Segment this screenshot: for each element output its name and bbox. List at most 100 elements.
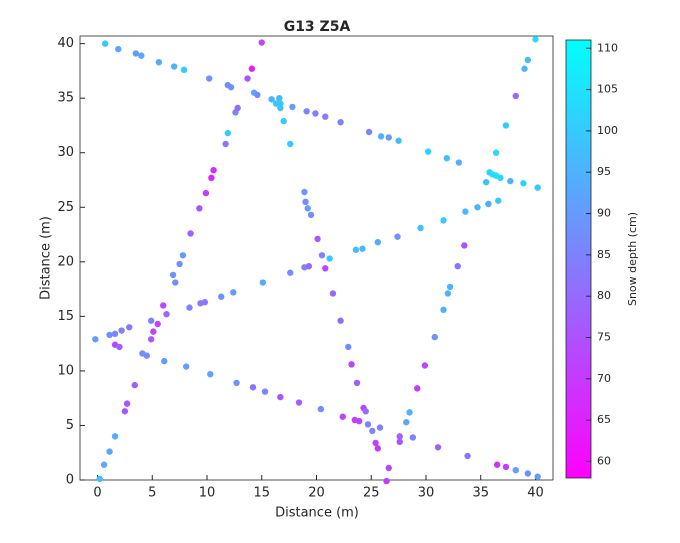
point	[230, 289, 237, 296]
point	[169, 271, 177, 279]
point	[534, 184, 541, 191]
point	[305, 262, 313, 270]
y-tick-label: 5	[66, 418, 74, 433]
point	[183, 363, 190, 370]
point	[414, 385, 421, 392]
point	[138, 52, 145, 59]
point	[403, 418, 410, 426]
point	[234, 104, 241, 112]
point	[116, 343, 123, 351]
point	[396, 438, 403, 446]
colorbar	[565, 39, 592, 479]
point	[474, 204, 481, 211]
point	[446, 283, 454, 291]
point	[483, 178, 490, 186]
point	[295, 399, 303, 406]
point	[224, 129, 232, 137]
point	[322, 265, 329, 272]
point	[147, 336, 155, 343]
point	[369, 427, 376, 435]
point	[287, 140, 294, 148]
x-tick-label: 10	[199, 486, 216, 501]
y-tick-label: 20	[57, 254, 74, 269]
point	[376, 424, 384, 431]
point	[406, 409, 413, 416]
x-tick-label: 30	[418, 486, 435, 501]
point	[248, 65, 256, 72]
point	[383, 477, 390, 485]
point	[512, 92, 519, 100]
point	[485, 200, 492, 208]
point	[147, 317, 155, 324]
point	[186, 304, 193, 311]
point	[132, 50, 140, 57]
point	[261, 388, 269, 395]
x-tick-label: 35	[472, 486, 489, 501]
point	[394, 233, 401, 240]
point	[440, 306, 447, 314]
point	[143, 352, 150, 359]
point	[374, 238, 382, 246]
point	[520, 180, 527, 187]
point	[444, 290, 452, 297]
point	[205, 75, 213, 82]
point	[100, 461, 108, 468]
point	[317, 405, 325, 413]
point	[287, 269, 294, 276]
point	[277, 104, 284, 112]
point	[268, 96, 275, 103]
x-tick-label: 5	[148, 486, 156, 501]
point	[434, 444, 442, 451]
point	[356, 417, 363, 425]
point	[493, 461, 501, 468]
point	[307, 211, 315, 219]
point	[314, 235, 321, 243]
point	[289, 103, 296, 111]
point	[254, 91, 261, 99]
point	[249, 384, 257, 391]
point	[339, 413, 346, 420]
point	[187, 230, 194, 237]
point	[326, 255, 333, 262]
x-tick-label: 0	[93, 486, 101, 501]
point	[359, 245, 366, 252]
point	[464, 452, 471, 460]
point	[534, 473, 541, 480]
point	[259, 279, 267, 286]
point	[101, 40, 109, 47]
point	[150, 328, 157, 335]
point	[372, 439, 379, 447]
point	[337, 317, 344, 324]
colorbar-tick-label: 100	[597, 124, 618, 137]
x-tick-label: 40	[527, 486, 544, 501]
point	[365, 128, 373, 136]
point	[377, 133, 385, 140]
point	[497, 174, 504, 182]
point	[312, 110, 319, 117]
point	[352, 246, 360, 254]
colorbar-tick-label: 90	[597, 207, 611, 220]
point	[396, 433, 403, 440]
point	[154, 320, 161, 328]
point	[502, 122, 510, 129]
point	[337, 118, 344, 126]
y-tick-label: 40	[57, 36, 74, 51]
point	[345, 343, 352, 351]
point	[454, 262, 461, 270]
point	[417, 224, 424, 232]
point	[524, 56, 532, 64]
point	[207, 370, 214, 378]
point	[106, 448, 113, 455]
point	[409, 434, 417, 441]
colorbar-label: Snow depth (cm)	[626, 212, 639, 306]
point	[111, 330, 119, 338]
point	[106, 331, 113, 339]
point	[395, 137, 402, 144]
point	[492, 149, 500, 156]
point	[210, 166, 217, 174]
point	[329, 290, 337, 297]
y-tick-label: 15	[57, 309, 74, 324]
axes-box	[79, 35, 554, 481]
point	[208, 174, 215, 182]
point	[502, 463, 510, 471]
